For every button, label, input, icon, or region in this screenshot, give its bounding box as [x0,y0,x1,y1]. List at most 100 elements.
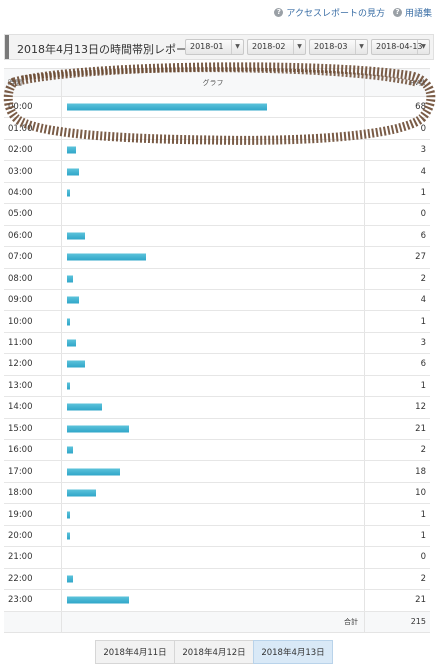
access-report-link[interactable]: ? アクセスレポートの見方 [274,6,385,19]
pv-cell: 2 [420,445,426,456]
table-row: 21:00 0 [4,547,430,569]
table-row: 12:00 6 [4,354,430,376]
table-row: 08:00 2 [4,268,430,290]
pv-bar [67,575,73,583]
table-row: 07:00 27 [4,247,430,269]
graph-cell [62,139,365,161]
graph-cell [62,547,365,568]
graph-cell [62,332,365,354]
table-row: 20:00 1 [4,525,430,548]
hour-cell: 09:00 [4,289,62,311]
graph-cell [62,525,365,547]
pv-bar [67,468,120,476]
graph-cell [62,482,365,504]
pv-cell: 12 [415,402,426,413]
month-select-2018-03[interactable]: 2018-03 ▼ [309,39,368,55]
graph-cell [62,97,365,118]
pv-cell: 1 [420,530,426,541]
graph-cell [62,289,365,311]
pv-bar [67,189,70,197]
table-row: 17:00 18 [4,461,430,483]
pv-cell: 0 [420,209,426,220]
pv-bar [67,318,70,326]
graph-cell [62,268,365,289]
question-icon: ? [392,8,402,17]
pv-cell: 4 [420,166,426,177]
month-select-2018-01[interactable]: 2018-01 ▼ [185,39,244,55]
table-row: 19:00 1 [4,504,430,526]
day-select-2018-04-13[interactable]: 2018-04-13 ▼ [371,39,430,55]
graph-cell [62,504,365,525]
chevron-down-icon: ▼ [417,40,429,54]
total-row: 合計 215 [4,611,430,633]
pv-bar [67,489,97,497]
day-button-2018-04-13[interactable]: 2018年4月13日 [253,640,333,664]
pv-cell: 6 [420,359,426,370]
day-button-2018-04-11[interactable]: 2018年4月11日 [95,640,175,664]
hour-cell: 23:00 [4,590,62,611]
table-row: 02:00 3 [4,139,430,162]
month-select-2018-02[interactable]: 2018-02 ▼ [247,39,306,55]
table-row: 00:00 68 [4,97,430,119]
hour-cell: 08:00 [4,268,62,289]
pv-bar [67,275,73,283]
hour-cell: 19:00 [4,504,62,525]
table-row: 06:00 6 [4,225,430,248]
hour-cell: 21:00 [4,547,62,568]
hour-cell: 20:00 [4,525,62,547]
graph-cell [62,182,365,204]
hour-cell: 01:00 [4,118,62,139]
hour-cell: 00:00 [4,97,62,118]
graph-cell [62,590,365,611]
graph-cell [62,461,365,482]
pv-cell: 3 [420,338,426,349]
table-row: 05:00 0 [4,204,430,226]
pv-cell: 1 [420,316,426,327]
table-row: 09:00 4 [4,289,430,312]
graph-cell [62,375,365,397]
pv-bar [67,168,79,176]
hour-cell: 12:00 [4,354,62,375]
pv-bar [67,382,70,390]
hour-cell: 03:00 [4,161,62,182]
glossary-link[interactable]: ? 用語集 [392,6,432,19]
graph-cell [62,311,365,332]
header-accent [5,35,9,59]
day-button-2018-04-12[interactable]: 2018年4月12日 [174,640,254,664]
period-selects: 2018-01 ▼ 2018-02 ▼ 2018-03 ▼ 2018-04-13 ▼ [185,39,430,55]
table-row: 10:00 1 [4,311,430,333]
hour-cell: 22:00 [4,568,62,590]
pv-bar [67,339,76,347]
page-title: 2018年4月13日の時間帯別レポート [17,43,198,56]
graph-cell [62,247,365,268]
table-row: 14:00 12 [4,397,430,419]
pv-cell: 10 [415,488,426,499]
chevron-down-icon: ▼ [293,40,305,54]
hour-cell: 04:00 [4,182,62,204]
total-label: 合計 [62,611,365,632]
hour-cell: 02:00 [4,139,62,161]
graph-cell [62,204,365,225]
table-body: 00:00 68 01:00 0 02:00 3 03:00 4 04:00 1 05:00 0 06:… [4,97,430,612]
pv-bar [67,532,70,540]
graph-cell [62,225,365,247]
pv-bar [67,511,70,519]
pv-bar [67,296,79,304]
day-navigation: 2018年4月11日 2018年4月12日 2018年4月13日 [95,640,333,664]
pv-bar [67,596,129,604]
table-row: 23:00 21 [4,590,430,612]
access-report-link-label: アクセスレポートの見方 [286,9,385,19]
graph-cell [62,354,365,375]
glossary-link-label: 用語集 [404,9,432,19]
table-row: 16:00 2 [4,440,430,462]
hour-cell: 11:00 [4,332,62,354]
graph-cell [62,440,365,461]
pv-cell: 18 [415,466,426,477]
pv-cell: 21 [415,595,426,606]
hour-cell: 18:00 [4,482,62,504]
graph-cell [62,418,365,439]
pv-cell: 21 [415,423,426,434]
report-header: 2018年4月13日の時間帯別レポート 2018-01 ▼ 2018-02 ▼ 20… [4,34,434,60]
question-icon: ? [274,8,284,17]
total-value: 215 [410,617,426,626]
